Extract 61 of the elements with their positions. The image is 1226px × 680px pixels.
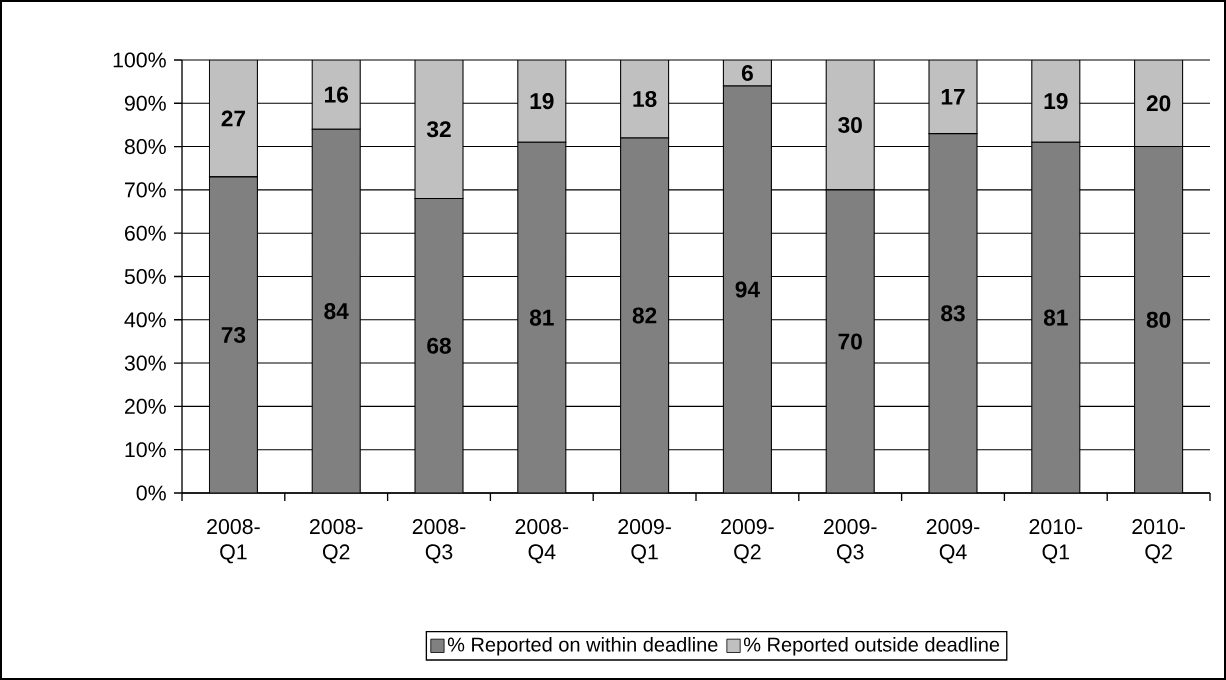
bar xyxy=(414,198,464,493)
x-tick-label: 2008-Q4 xyxy=(515,519,569,564)
data-label: 32 xyxy=(426,121,451,138)
bar xyxy=(1134,59,1184,148)
data-label: 70 xyxy=(838,333,862,350)
x-tick-label: 2009-Q1 xyxy=(618,519,671,564)
bar xyxy=(517,141,567,493)
y-tick-label: 60% xyxy=(125,225,166,241)
data-label: 81 xyxy=(529,309,554,326)
data-label: 6 xyxy=(741,64,753,82)
x-tick-label: 2008-Q2 xyxy=(309,519,363,564)
data-label: 30 xyxy=(838,116,862,133)
bar xyxy=(1031,141,1081,493)
bar xyxy=(414,59,464,200)
data-label: 83 xyxy=(941,305,965,322)
bar xyxy=(620,137,670,493)
bar xyxy=(1134,146,1184,493)
x-tick-label: 2009-Q2 xyxy=(721,519,774,564)
x-tick-label: 2010-Q1 xyxy=(1029,519,1083,564)
data-label: 16 xyxy=(325,86,348,103)
data-label: 73 xyxy=(221,326,246,343)
y-tick-label: 70% xyxy=(125,182,166,198)
y-tick-label: 30% xyxy=(124,355,166,371)
x-tick-label: 2008-Q3 xyxy=(412,519,466,564)
y-tick-label: 50% xyxy=(124,268,166,285)
data-label: 81 xyxy=(1043,309,1068,326)
bar xyxy=(620,59,670,139)
data-label: 19 xyxy=(530,93,554,110)
data-label: 19 xyxy=(1044,93,1068,110)
x-tick-label: 2008-Q1 xyxy=(207,519,260,564)
bar xyxy=(311,59,361,130)
data-label: 20 xyxy=(1146,95,1171,112)
data-label: 94 xyxy=(735,281,760,298)
y-tick-label: 40% xyxy=(124,312,166,328)
x-tick-label: 2009-Q4 xyxy=(926,519,980,564)
bar xyxy=(825,59,875,191)
data-label: 17 xyxy=(941,88,965,105)
y-tick-label: 0% xyxy=(136,485,166,501)
y-tick-label: 10% xyxy=(125,442,166,458)
x-tick-label: 2010-Q2 xyxy=(1132,519,1185,564)
data-label: 80 xyxy=(1146,311,1171,328)
data-label: 68 xyxy=(427,337,451,354)
bar xyxy=(208,176,258,493)
bar xyxy=(208,59,258,178)
y-tick-label: 90% xyxy=(124,95,166,111)
bar xyxy=(311,128,361,493)
x-tick-label: 2009-Q3 xyxy=(823,519,877,564)
y-tick-label: 100% xyxy=(113,52,166,68)
bar xyxy=(1031,59,1081,143)
bar xyxy=(517,59,567,143)
legend-label: % Reported on within deadline xyxy=(447,636,718,656)
bar xyxy=(722,85,772,493)
y-tick-label: 20% xyxy=(125,398,166,414)
bar xyxy=(825,189,875,493)
data-label: 82 xyxy=(632,307,657,324)
y-tick-label: 80% xyxy=(124,139,166,155)
data-label: 18 xyxy=(633,90,657,107)
data-label: 84 xyxy=(324,303,349,320)
legend-label: % Reported outside deadline xyxy=(743,636,1000,656)
bar xyxy=(928,133,978,493)
data-label: 27 xyxy=(221,110,246,127)
